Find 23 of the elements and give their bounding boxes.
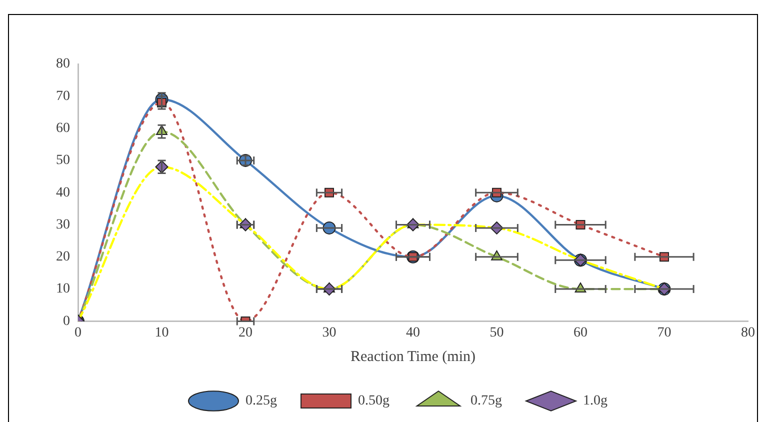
legend-label: 0.50g — [358, 394, 390, 409]
x-tick-label: 0 — [74, 325, 82, 340]
x-axis-title: Reaction Time (min) — [350, 348, 476, 365]
x-tick-label: 80 — [741, 325, 755, 340]
x-tick-label: 60 — [574, 325, 588, 340]
legend-label: 0.25g — [246, 394, 277, 409]
x-tick-label: 30 — [322, 325, 336, 340]
y-tick-label: 80 — [56, 56, 70, 72]
legend-label: 1.0g — [583, 394, 608, 409]
x-tick-label: 70 — [657, 325, 672, 340]
y-tick-label: 30 — [56, 217, 70, 232]
legend-label: 0.75g — [470, 394, 502, 409]
y-tick-label: 40 — [56, 185, 70, 200]
x-tick-label: 20 — [238, 325, 252, 340]
x-tick-label: 50 — [490, 325, 504, 340]
y-tick-label: 60 — [56, 120, 70, 136]
y-tick-label: 10 — [56, 282, 70, 297]
y-tick-label: 70 — [56, 88, 70, 104]
y-tick-label: 20 — [56, 250, 70, 265]
x-tick-label: 10 — [154, 325, 169, 340]
y-tick-label: 0 — [63, 314, 70, 329]
x-tick-label: 40 — [406, 325, 420, 340]
y-tick-label: 50 — [56, 153, 70, 168]
